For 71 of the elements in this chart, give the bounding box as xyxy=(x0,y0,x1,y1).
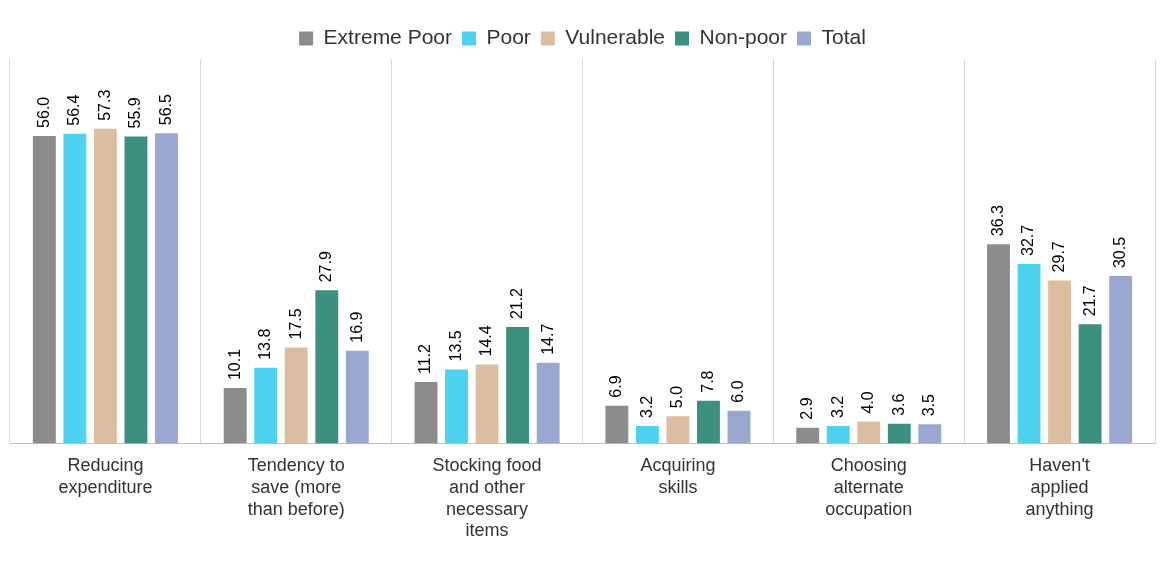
legend-label: Poor xyxy=(486,25,531,49)
x-tick-label: Reducing expenditure xyxy=(58,455,153,497)
data-label: 10.1 xyxy=(225,348,243,381)
bar xyxy=(635,426,659,444)
bar xyxy=(987,244,1010,444)
data-label: 56.5 xyxy=(156,93,174,126)
bar xyxy=(414,382,438,444)
data-label: 13.5 xyxy=(446,330,464,362)
bar xyxy=(697,400,720,444)
bar xyxy=(445,369,468,444)
data-label: 30.5 xyxy=(1111,236,1129,269)
bar xyxy=(63,133,87,444)
bar xyxy=(475,364,499,444)
data-label: 56.0 xyxy=(34,96,52,128)
data-label: 5.0 xyxy=(668,385,686,409)
data-label: 2.9 xyxy=(798,397,816,420)
bar xyxy=(155,133,178,444)
data-label: 32.7 xyxy=(1019,224,1037,256)
data-label: 13.8 xyxy=(256,328,274,360)
legend-label: Vulnerable xyxy=(565,25,665,49)
data-label: 16.9 xyxy=(347,311,365,343)
data-label: 57.3 xyxy=(95,89,113,121)
bar xyxy=(826,426,850,444)
bar xyxy=(918,424,942,444)
data-label: 29.7 xyxy=(1049,241,1067,273)
legend-label: Extreme Poor xyxy=(323,25,453,49)
data-label: 11.2 xyxy=(416,344,434,375)
data-label: 14.4 xyxy=(477,325,495,357)
x-tick-label: Tendency to save (more than before) xyxy=(247,455,345,519)
bar xyxy=(1048,280,1072,444)
data-label: 3.2 xyxy=(637,395,655,419)
bar xyxy=(1017,263,1041,444)
bar xyxy=(857,421,881,444)
legend-label: Total xyxy=(821,25,866,49)
data-label: 14.7 xyxy=(538,323,556,355)
bar xyxy=(223,388,247,444)
bar xyxy=(1109,276,1133,444)
data-label: 55.9 xyxy=(126,97,144,129)
bar xyxy=(93,128,117,444)
bar xyxy=(1078,324,1102,444)
data-label: 3.6 xyxy=(889,393,907,416)
data-label: 56.4 xyxy=(65,94,83,126)
bar xyxy=(727,410,751,444)
bar xyxy=(605,405,629,444)
data-label: 21.7 xyxy=(1080,285,1098,317)
data-label: 21.2 xyxy=(508,287,526,320)
x-tick-label: Acquiring skills xyxy=(640,455,716,497)
bar xyxy=(345,350,369,444)
data-label: 17.5 xyxy=(286,308,304,340)
bar xyxy=(32,135,56,444)
bar xyxy=(506,327,530,444)
data-label: 27.9 xyxy=(317,251,335,283)
data-label: 7.8 xyxy=(698,370,716,393)
data-label: 3.2 xyxy=(828,395,846,419)
bar xyxy=(666,416,690,444)
data-label: 4.0 xyxy=(859,391,877,414)
x-tick-label: Haven't applied anything xyxy=(1025,455,1094,519)
bar xyxy=(536,362,560,444)
bar xyxy=(315,290,339,444)
x-tick-label: Choosing alternate occupation xyxy=(825,455,913,519)
bar xyxy=(284,347,308,444)
bar xyxy=(887,423,911,444)
bar xyxy=(254,367,278,444)
x-tick-label: Stocking food and other necessary items xyxy=(432,455,542,541)
bar xyxy=(796,427,820,444)
data-label: 3.5 xyxy=(920,394,938,417)
bar xyxy=(124,136,148,444)
data-label: 6.9 xyxy=(607,375,625,398)
data-label: 36.3 xyxy=(988,204,1006,237)
legend-label: Non-poor xyxy=(699,25,788,49)
data-label: 6.0 xyxy=(729,380,747,403)
